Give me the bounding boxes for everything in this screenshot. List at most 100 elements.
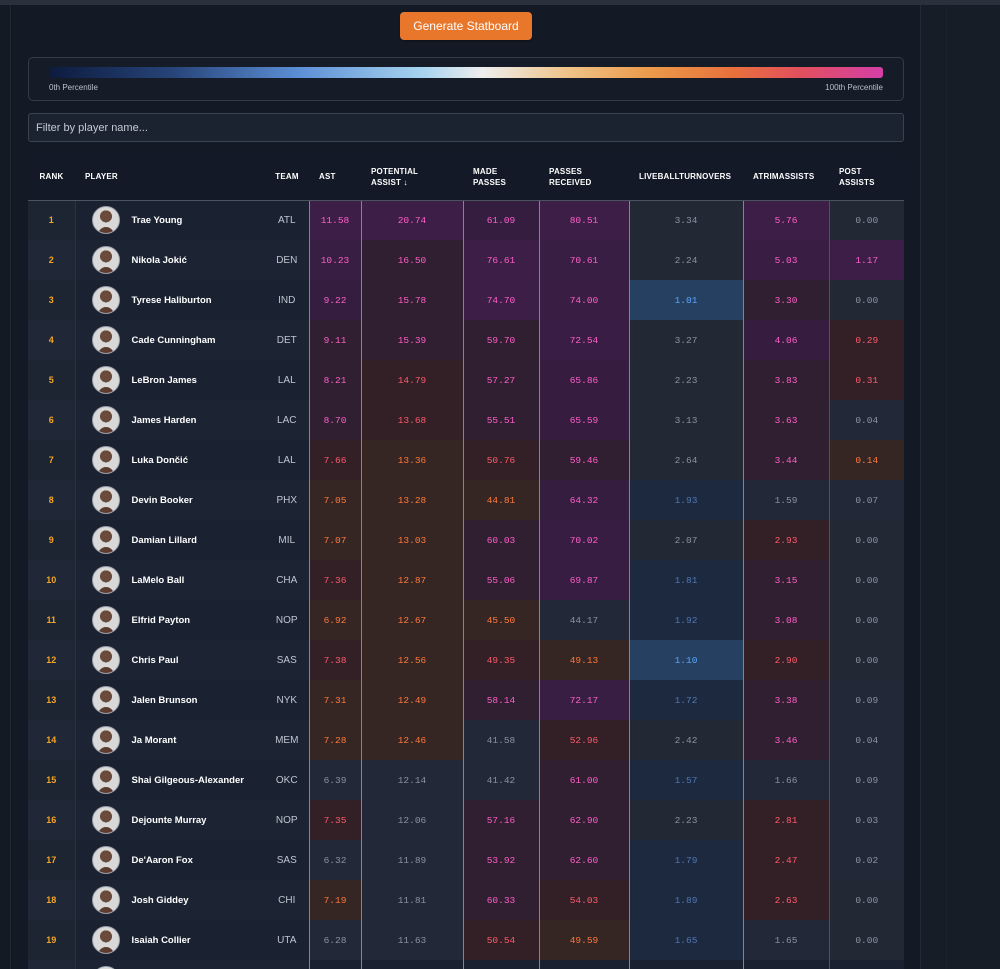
atrimassists-cell: 3.30 <box>742 280 830 320</box>
post-assists-cell: 0.00 <box>828 640 904 680</box>
passes-received-cell: 62.90 <box>538 800 629 840</box>
potential-assist-cell: 11.63 <box>360 920 463 960</box>
player-avatar <box>91 766 120 794</box>
table-row[interactable]: 14 Ja Morant MEM 7.28 12.46 41.58 52.96 2.42 3.4… <box>28 720 904 760</box>
player-info: Luka Dončić <box>91 446 266 474</box>
player-info: De'Aaron Fox <box>91 846 266 874</box>
player-name: LeBron James <box>131 374 197 386</box>
col-header-ast[interactable]: AST <box>309 154 361 201</box>
player-cell[interactable]: De'Aaron Fox <box>74 840 266 880</box>
player-cell[interactable]: Nikola Jokić <box>74 240 266 280</box>
made-passes-cell <box>462 960 539 969</box>
potential-assist-cell: 12.67 <box>360 600 463 640</box>
player-cell[interactable]: Josh Giddey <box>74 880 266 920</box>
player-cell[interactable]: Elfrid Payton <box>74 600 265 640</box>
player-info: Nikola Jokić <box>91 246 266 274</box>
table-row[interactable]: 11 Elfrid Payton NOP 6.92 12.67 45.50 44.17 1.9… <box>28 600 904 640</box>
col-header-potential-assist[interactable]: POTENTIAL ASSIST ↓ <box>361 154 463 201</box>
player-cell[interactable]: LeBron James <box>74 360 265 400</box>
table-row[interactable]: 13 Jalen Brunson NYK 7.31 12.49 58.14 72.17 1.7… <box>28 680 904 720</box>
team-cell: NOP <box>265 800 309 840</box>
liveballturnovers-cell: 1.65 <box>628 920 743 960</box>
table-row[interactable]: 1 Trae Young ATL 11.58 20.74 61.09 80.51 3.34 5.… <box>28 200 904 240</box>
col-header-team[interactable]: TEAM <box>265 154 309 201</box>
post-assists-cell: 0.00 <box>828 280 904 320</box>
rank-cell: 8 <box>28 480 75 520</box>
ast-cell: 6.32 <box>308 840 361 880</box>
player-info: Josh Giddey <box>91 886 266 914</box>
passes-received-cell: 65.86 <box>538 360 629 400</box>
player-cell[interactable]: Ja Morant <box>74 720 265 760</box>
player-name: De'Aaron Fox <box>131 854 193 866</box>
table-row[interactable]: 7 Luka Dončić LAL 7.66 13.36 50.76 59.46 2.64 3.… <box>28 440 904 480</box>
player-cell[interactable]: Luka Dončić <box>74 440 266 480</box>
rank-cell: 7 <box>28 440 75 480</box>
player-cell[interactable]: Chris Paul <box>74 640 265 680</box>
team-cell: OKC <box>265 760 309 800</box>
table-body: 1 Trae Young ATL 11.58 20.74 61.09 80.51 3.34 5.… <box>28 200 904 969</box>
player-name: Jalen Brunson <box>131 694 198 706</box>
table-row[interactable]: 9 Damian Lillard MIL 7.07 13.03 60.03 70.02 2.0… <box>28 520 904 560</box>
table-row[interactable]: 16 Dejounte Murray NOP 7.35 12.06 57.16 62.90 2… <box>28 800 904 840</box>
player-cell[interactable]: Devin Booker <box>74 480 265 520</box>
player-filter-input[interactable] <box>28 113 904 142</box>
table-row[interactable]: 8 Devin Booker PHX 7.05 13.28 44.81 64.32 1.93 1… <box>28 480 904 520</box>
table-row[interactable]: 3 Tyrese Haliburton IND 9.22 15.78 74.70 74.00… <box>28 280 904 320</box>
stats-table-container[interactable]: RANK PLAYER TEAM AST POTENTIAL ASSIST ↓ M… <box>28 154 904 969</box>
ast-cell: 7.19 <box>308 880 361 920</box>
rank-cell: 2 <box>28 240 75 280</box>
atrimassists-cell: 5.03 <box>742 240 830 280</box>
table-row[interactable]: 4 Cade Cunningham DET 9.11 15.39 59.70 72.54 3.… <box>28 320 904 360</box>
table-row[interactable]: 2 Nikola Jokić DEN 10.23 16.50 76.61 70.61 2.24… <box>28 240 904 280</box>
player-cell[interactable]: Dejounte Murray <box>74 800 265 840</box>
col-header-liveballturnovers[interactable]: LIVEBALLTURNOVERS <box>629 154 743 201</box>
table-row[interactable]: 20 <box>28 960 904 969</box>
rank-cell: 3 <box>28 280 75 320</box>
ast-cell: 11.58 <box>308 200 361 240</box>
player-info: James Harden <box>91 406 266 434</box>
ast-cell: 6.28 <box>308 920 361 960</box>
player-name: Shai Gilgeous-Alexander <box>131 774 244 786</box>
player-cell[interactable] <box>74 960 265 969</box>
col-header-made-passes[interactable]: MADE PASSES <box>463 154 539 201</box>
table-row[interactable]: 10 LaMelo Ball CHA 7.36 12.87 55.06 69.87 1.81 3… <box>28 560 904 600</box>
col-header-player[interactable]: PLAYER <box>75 154 265 201</box>
player-cell[interactable]: Jalen Brunson <box>74 680 265 720</box>
table-row[interactable]: 6 James Harden LAC 8.70 13.68 55.51 65.59 3.13 3… <box>28 400 904 440</box>
col-header-post-assists[interactable]: POST ASSISTS <box>829 154 904 201</box>
made-passes-cell: 76.61 <box>462 240 539 280</box>
player-cell[interactable]: Tyrese Haliburton <box>74 280 265 320</box>
liveballturnovers-cell: 2.64 <box>628 440 743 480</box>
table-row[interactable]: 15 Shai Gilgeous-Alexander OKC 6.39 12.14 41.… <box>28 760 904 800</box>
passes-received-cell: 62.60 <box>538 840 629 880</box>
post-assists-cell: 1.17 <box>828 240 904 280</box>
col-header-potential-assist-label-1: POTENTIAL <box>371 166 419 176</box>
table-row[interactable]: 19 Isaiah Collier UTA 6.28 11.63 50.54 49.59 1.… <box>28 920 904 960</box>
player-cell[interactable]: Shai Gilgeous-Alexander <box>74 760 265 800</box>
passes-received-cell: 70.61 <box>538 240 629 280</box>
player-cell[interactable]: James Harden <box>74 400 266 440</box>
player-avatar <box>91 206 120 235</box>
col-header-rank-label: RANK <box>39 172 64 182</box>
player-cell[interactable]: Cade Cunningham <box>74 320 265 360</box>
potential-assist-cell: 13.28 <box>360 480 463 520</box>
player-name: Damian Lillard <box>131 534 197 546</box>
col-header-atrimassists[interactable]: ATRIMASSISTS <box>743 154 829 201</box>
table-row[interactable]: 18 Josh Giddey CHI 7.19 11.81 60.33 54.03 1.89 2… <box>28 880 904 920</box>
liveballturnovers-cell <box>628 960 743 969</box>
table-row[interactable]: 5 LeBron James LAL 8.21 14.79 57.27 65.86 2.23 3… <box>28 360 904 400</box>
passes-received-cell: 54.03 <box>538 880 629 920</box>
ast-cell: 7.66 <box>308 440 361 480</box>
col-header-passes-received[interactable]: PASSES RECEIVED <box>539 154 629 201</box>
table-row[interactable]: 17 De'Aaron Fox SAS 6.32 11.89 53.92 62.60 1.79… <box>28 840 904 880</box>
player-cell[interactable]: LaMelo Ball <box>74 560 265 600</box>
table-row[interactable]: 12 Chris Paul SAS 7.38 12.56 49.35 49.13 1.10 2.… <box>28 640 904 680</box>
player-cell[interactable]: Damian Lillard <box>74 520 265 560</box>
generate-statboard-button[interactable]: Generate Statboard <box>400 12 532 40</box>
player-cell[interactable]: Trae Young <box>74 200 265 240</box>
player-cell[interactable]: Isaiah Collier <box>74 920 265 960</box>
made-passes-cell: 45.50 <box>462 600 539 640</box>
col-header-rank[interactable]: RANK <box>28 154 75 201</box>
team-cell: LAL <box>265 440 309 480</box>
right-gutter-divider <box>946 5 947 969</box>
